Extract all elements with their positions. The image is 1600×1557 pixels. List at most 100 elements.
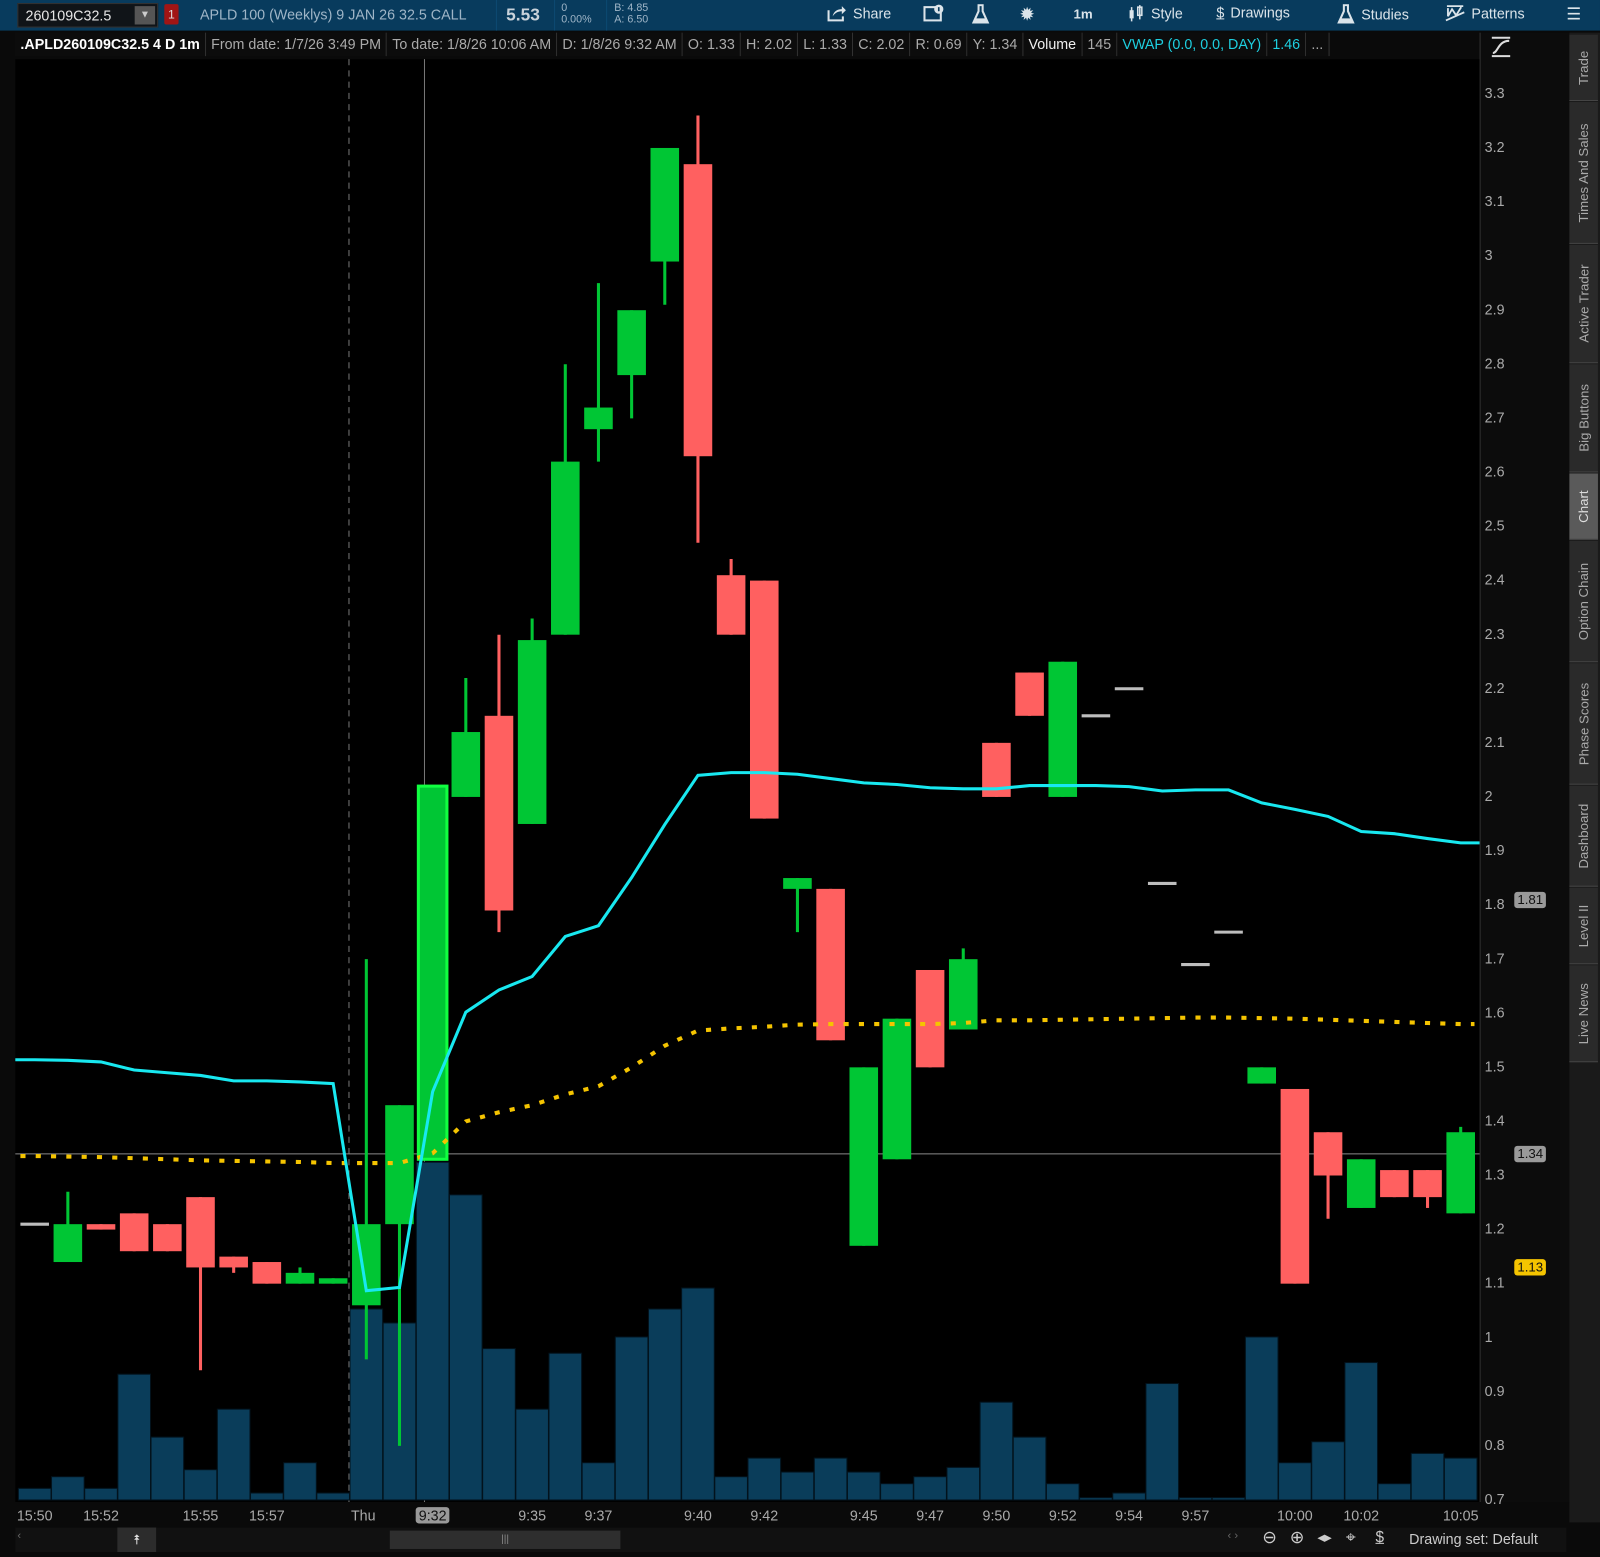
net-change: 0 0.00% <box>561 3 591 25</box>
expand-panel-button[interactable]: ⯭ <box>117 1527 157 1553</box>
sidebar-tab-label: Times And Sales <box>1576 122 1592 222</box>
volume-bar <box>1410 1452 1445 1501</box>
vwap-label: VWAP (0.0, 0.0, DAY) <box>1117 32 1268 57</box>
x-tick-label: 9:35 <box>518 1507 547 1524</box>
y-tick-label: 1.5 <box>1484 1058 1505 1075</box>
share-button[interactable]: Share <box>827 4 891 22</box>
open-value: O: 1.33 <box>682 32 741 57</box>
volume-value: 145 <box>1082 32 1118 57</box>
zoom-out-icon[interactable]: ⊖ <box>1262 1527 1277 1547</box>
scroll-left-icon[interactable]: ‹ <box>17 1529 22 1542</box>
volume-bar <box>1045 1483 1080 1501</box>
sidebar-tab-option-chain[interactable]: Option Chain <box>1569 540 1598 663</box>
sidebar-tab-label: Dashboard <box>1576 803 1592 869</box>
pan-icon[interactable]: ◂▸ <box>1317 1528 1332 1545</box>
candle-body <box>1015 672 1044 716</box>
drawings-button[interactable]: $ Drawings <box>1216 4 1290 20</box>
x-tick-label: Thu <box>350 1507 376 1524</box>
price-drawing-icon[interactable]: $ <box>1375 1528 1385 1546</box>
volume-bar <box>249 1492 284 1501</box>
volume-bar <box>1145 1382 1180 1501</box>
candle-body <box>617 310 646 376</box>
info-button[interactable] <box>922 4 944 22</box>
menu-button[interactable]: ☰ <box>1566 4 1581 24</box>
candle-body <box>517 640 547 824</box>
volume-bar <box>283 1462 317 1501</box>
style-button[interactable]: Style <box>1127 4 1183 22</box>
settings-button[interactable]: ✹ <box>1019 4 1034 25</box>
candle-body <box>86 1224 116 1230</box>
bottom-bar: ‹ ⯭ ||| ‹ › ⊖ ⊕ ◂▸ ⌖ $ Drawing set: Defa… <box>15 1527 1567 1553</box>
sidebar-tab-label: Chart <box>1576 489 1592 523</box>
autoscale-icon[interactable] <box>1489 35 1513 59</box>
volume-bar <box>183 1469 218 1501</box>
y-tick-label: 2.7 <box>1484 409 1505 426</box>
sidebar-tab-label: Big Buttons <box>1576 383 1592 452</box>
candle-body <box>1247 1067 1277 1084</box>
candle-body <box>948 959 978 1030</box>
patterns-button[interactable]: Patterns <box>1445 4 1525 22</box>
flask-icon <box>971 4 990 24</box>
y-tick-label: 1.9 <box>1484 841 1505 859</box>
y-tick-label: 2.8 <box>1484 355 1505 372</box>
volume-bar <box>548 1352 583 1501</box>
volume-bar <box>84 1487 118 1501</box>
y-tick-label: 3.2 <box>1484 138 1505 156</box>
alert-badge[interactable]: 1 <box>164 4 179 25</box>
x-tick-label: 9:57 <box>1181 1507 1210 1524</box>
candle-body <box>749 580 779 819</box>
y-tick-label: 1.6 <box>1484 1004 1505 1021</box>
volume-bar <box>216 1408 251 1501</box>
x-tick-label: 10:05 <box>1442 1507 1479 1524</box>
sidebar-tab-level-ii[interactable]: Level II <box>1569 887 1598 965</box>
y-tick-label: 2.6 <box>1484 463 1505 480</box>
scrollbar-thumb[interactable]: ||| <box>389 1530 621 1549</box>
x-tick-label: 9:40 <box>684 1507 712 1524</box>
style-label: Style <box>1151 5 1183 22</box>
volume-bar <box>681 1287 715 1501</box>
low-value: L: 1.33 <box>798 32 854 57</box>
sidebar-tab-active-trader[interactable]: Active Trader <box>1569 244 1598 364</box>
candle-body <box>1313 1132 1343 1176</box>
candle-style-icon <box>1129 5 1143 22</box>
x-tick-label: 15:55 <box>182 1507 219 1524</box>
scroll-arrows-icon[interactable]: ‹ › <box>1227 1529 1239 1542</box>
zoom-in-icon[interactable]: ⊕ <box>1289 1527 1305 1547</box>
price-marker: 1.13 <box>1514 1259 1547 1276</box>
candle-body <box>186 1197 215 1268</box>
x-tick-label: 10:02 <box>1343 1507 1380 1524</box>
sidebar-tab-live-news[interactable]: Live News <box>1569 965 1598 1063</box>
studies-button[interactable]: Studies <box>1337 4 1409 24</box>
sidebar-tab-trade[interactable]: Trade <box>1569 34 1598 102</box>
sidebar-tab-phase-scores[interactable]: Phase Scores <box>1569 663 1598 785</box>
volume-bar <box>1311 1441 1345 1501</box>
y-tick-label: 1.4 <box>1484 1112 1505 1129</box>
volume-bar <box>17 1487 52 1501</box>
more-studies[interactable]: ... <box>1306 32 1330 57</box>
sidebar-tab-chart[interactable]: Chart <box>1569 473 1598 540</box>
sidebar-tab-big-buttons[interactable]: Big Buttons <box>1569 364 1598 473</box>
y-tick-label: 1.7 <box>1484 949 1505 967</box>
symbol-dropdown-icon[interactable]: ▼ <box>134 6 156 25</box>
sidebar-tab-label: Level II <box>1576 904 1592 947</box>
drawing-set-selector[interactable]: Drawing set: Default <box>1409 1530 1538 1547</box>
volume-bar <box>714 1476 748 1501</box>
y-tick-label: 2.4 <box>1484 571 1505 588</box>
timeframe-button[interactable]: 1m <box>1073 6 1092 21</box>
crosshair-icon[interactable]: ⌖ <box>1345 1527 1356 1547</box>
volume-bar <box>946 1466 981 1501</box>
y-tick-label: 0.7 <box>1484 1490 1505 1508</box>
lab-button[interactable] <box>971 4 990 24</box>
symbol-input[interactable]: 260109C32.5 ▼ <box>17 3 159 28</box>
x-tick-label: 9:32 <box>415 1507 450 1524</box>
sidebar-tab-dashboard[interactable]: Dashboard <box>1569 785 1598 887</box>
y-tick-label: 3 <box>1484 246 1493 264</box>
candle-body <box>1048 661 1078 797</box>
price-axis[interactable] <box>1479 32 1570 1503</box>
candle-body <box>816 888 845 1041</box>
candle-body <box>451 732 481 797</box>
sidebar-tab-times-and-sales[interactable]: Times And Sales <box>1569 102 1598 244</box>
studies-label: Studies <box>1361 6 1409 23</box>
volume-bar <box>979 1401 1014 1501</box>
